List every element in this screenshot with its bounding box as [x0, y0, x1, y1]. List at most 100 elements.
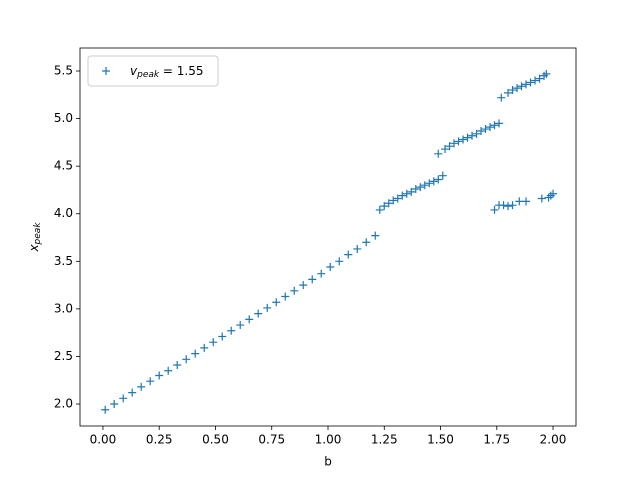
scatter-point [128, 388, 137, 397]
scatter-point [504, 88, 513, 97]
scatter-point [542, 69, 551, 78]
scatter-point [146, 377, 155, 386]
scatter-point [411, 185, 420, 194]
scatter-point [434, 175, 443, 184]
scatter-point [200, 343, 209, 352]
scatter-point [182, 355, 191, 364]
scatter-point [445, 142, 454, 151]
scatter-point [137, 382, 146, 391]
x-tick-label: 1.25 [371, 433, 398, 447]
scatter-point [477, 126, 486, 135]
scatter-point [463, 133, 472, 142]
scatter-point [450, 139, 459, 148]
scatter-point [513, 84, 522, 93]
scatter-point [353, 244, 362, 253]
x-tick-label: 1.00 [315, 433, 342, 447]
scatter-point [438, 171, 447, 180]
scatter-point [420, 181, 429, 190]
scatter-point [531, 76, 540, 85]
y-tick-label: 3.5 [54, 254, 73, 268]
scatter-point [218, 332, 227, 341]
scatter-point [537, 194, 546, 203]
scatter-point [425, 179, 434, 188]
scatter-point [526, 78, 535, 87]
scatter-point [281, 292, 290, 301]
y-tick-label: 3.0 [54, 301, 73, 315]
scatter-point [441, 145, 450, 154]
y-tick-label: 4.0 [54, 206, 73, 220]
scatter-point [481, 125, 490, 134]
scatter-point [308, 275, 317, 284]
scatter-point [263, 303, 272, 312]
scatter-point [236, 321, 245, 330]
scatter-point [227, 326, 236, 335]
scatter-point [499, 201, 508, 210]
scatter-point [402, 189, 411, 198]
scatter-point [299, 281, 308, 290]
scatter-point [272, 298, 281, 307]
y-axis-label: xpeak [27, 222, 43, 253]
scatter-point [119, 394, 128, 403]
scatter-point [380, 202, 389, 211]
scatter-point [245, 315, 254, 324]
scatter-point [459, 135, 468, 144]
scatter-point [522, 80, 531, 89]
x-tick-label: 0.25 [146, 433, 173, 447]
scatter-point [335, 257, 344, 266]
y-tick-label: 2.0 [54, 397, 73, 411]
scatter-point [155, 371, 164, 380]
scatter-point [375, 205, 384, 214]
scatter-point [416, 183, 425, 192]
scatter-point [101, 405, 110, 414]
scatter-point [344, 250, 353, 259]
legend-marker [102, 67, 110, 75]
scatter-point [490, 205, 499, 214]
scatter-point [517, 82, 526, 91]
x-tick-label: 0.75 [258, 433, 285, 447]
legend-label: vpeak = 1.55 [130, 64, 204, 80]
scatter-point [495, 119, 504, 128]
scatter-point [468, 131, 477, 140]
x-tick-label: 1.75 [483, 433, 510, 447]
scatter-point [317, 269, 326, 278]
scatter-point [398, 191, 407, 200]
x-tick-label: 2.00 [540, 433, 567, 447]
scatter-point [384, 199, 393, 208]
scatter-point [522, 197, 531, 206]
scatter-point [191, 349, 200, 358]
scatter-point [508, 86, 517, 95]
scatter-point [393, 194, 402, 203]
scatter-point [389, 196, 398, 205]
y-tick-label: 5.0 [54, 111, 73, 125]
scatter-point [535, 74, 544, 83]
scatter-point [209, 338, 218, 347]
scatter-point [508, 201, 517, 210]
scatter-point [164, 366, 173, 375]
scatter-point [362, 238, 371, 247]
scatter-point [497, 93, 506, 102]
scatter-point [515, 197, 524, 206]
scatter-point [504, 202, 513, 211]
scatter-point [371, 231, 380, 240]
x-tick-label: 1.50 [427, 433, 454, 447]
x-tick-label: 0.00 [90, 433, 117, 447]
x-axis-label: b [324, 455, 332, 469]
scatter-point [254, 309, 263, 318]
scatter-point [290, 286, 299, 295]
scatter-point [549, 189, 558, 198]
scatter-point [326, 263, 335, 272]
y-tick-label: 5.5 [54, 64, 73, 78]
scatter-point [490, 121, 499, 130]
scatter-point [434, 149, 443, 158]
scatter-point [454, 137, 463, 146]
y-tick-label: 4.5 [54, 159, 73, 173]
scatter-point [110, 400, 119, 409]
scatter-point [472, 129, 481, 138]
x-tick-label: 0.50 [202, 433, 229, 447]
scatter-point [173, 361, 182, 370]
scatter-point [407, 187, 416, 196]
scatter-point [486, 123, 495, 132]
y-tick-label: 2.5 [54, 349, 73, 363]
legend-box [87, 55, 219, 87]
